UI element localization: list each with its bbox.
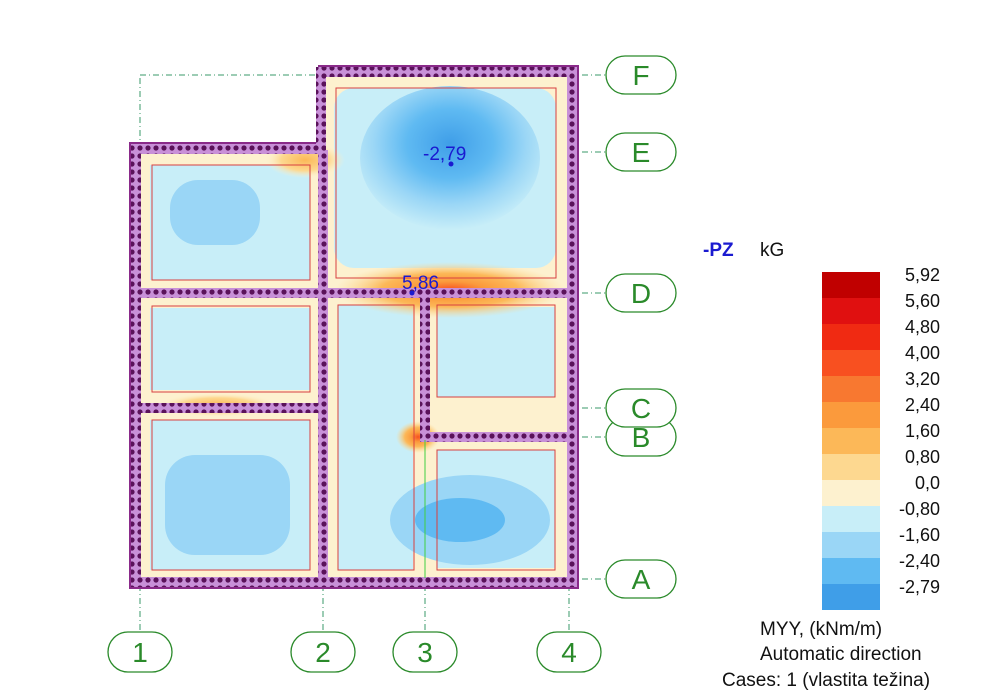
min-annotation: -2,79 [423, 144, 466, 167]
column-label-4: 4 [561, 637, 577, 668]
row-label-E: E [632, 137, 651, 168]
walls [129, 65, 579, 589]
caption-line-3: Cases: 1 (vlastita težina) [722, 670, 930, 691]
legend-swatch [822, 480, 880, 506]
legend-swatches [822, 272, 880, 610]
legend-swatch [822, 376, 880, 402]
row-bubble-C[interactable]: C [605, 388, 677, 428]
legend-swatch [822, 272, 880, 298]
legend-swatch [822, 428, 880, 454]
row-label-F: F [632, 60, 649, 91]
legend-header: -PZ kG [703, 240, 784, 261]
column-bubble-3[interactable]: 3 [392, 631, 458, 673]
column-label-2: 2 [315, 637, 331, 668]
legend-label: -0,80 [899, 499, 940, 519]
legend-swatch [822, 558, 880, 584]
legend-label: 4,80 [905, 317, 940, 337]
legend-label: 1,60 [905, 421, 940, 441]
legend-label: -1,60 [899, 525, 940, 545]
column-bubble-1[interactable]: 1 [107, 631, 173, 673]
legend-labels: 5,92 5,60 4,80 4,00 3,20 2,40 1,60 0,80 0,0 -0,80… [899, 265, 940, 597]
column-bubbles: 1 2 3 4 [107, 631, 602, 673]
legend-label: 5,92 [905, 265, 940, 285]
legend-swatch [822, 454, 880, 480]
legend-swatch [822, 324, 880, 350]
legend-unit: kG [760, 240, 784, 261]
legend-label: -2,40 [899, 551, 940, 571]
legend-swatch [822, 350, 880, 376]
row-bubble-E[interactable]: E [605, 132, 677, 172]
legend-swatch [822, 402, 880, 428]
legend-label: -2,79 [899, 577, 940, 597]
legend-label: 5,60 [905, 291, 940, 311]
legend-label: 0,80 [905, 447, 940, 467]
column-label-3: 3 [417, 637, 433, 668]
row-bubble-D[interactable]: D [605, 273, 677, 313]
max-annotation: 5,86 [402, 273, 439, 296]
max-value-label: 5,86 [402, 273, 439, 294]
row-bubbles: A B C D E F [605, 55, 677, 599]
row-bubble-A[interactable]: A [605, 559, 677, 599]
column-bubble-4[interactable]: 4 [536, 631, 602, 673]
row-label-B: B [632, 422, 651, 453]
legend-swatch [822, 298, 880, 324]
legend-label: 2,40 [905, 395, 940, 415]
result-caption: MYY, (kNm/m) Automatic direction Cases: … [722, 619, 930, 691]
column-bubble-2[interactable]: 2 [290, 631, 356, 673]
caption-line-1: MYY, (kNm/m) [760, 619, 882, 640]
legend-swatch [822, 584, 880, 610]
legend-label: 3,20 [905, 369, 940, 389]
legend-label: 0,0 [915, 473, 940, 493]
row-label-A: A [632, 564, 651, 595]
legend-swatch [822, 532, 880, 558]
column-label-1: 1 [132, 637, 148, 668]
caption-line-2: Automatic direction [760, 644, 922, 665]
panel-edges [151, 87, 557, 571]
row-bubble-F[interactable]: F [605, 55, 677, 95]
row-label-C: C [631, 393, 651, 424]
min-value-label: -2,79 [423, 144, 466, 165]
legend-component: -PZ [703, 240, 734, 261]
legend-label: 4,00 [905, 343, 940, 363]
legend-swatch [822, 506, 880, 532]
row-label-D: D [631, 278, 651, 309]
